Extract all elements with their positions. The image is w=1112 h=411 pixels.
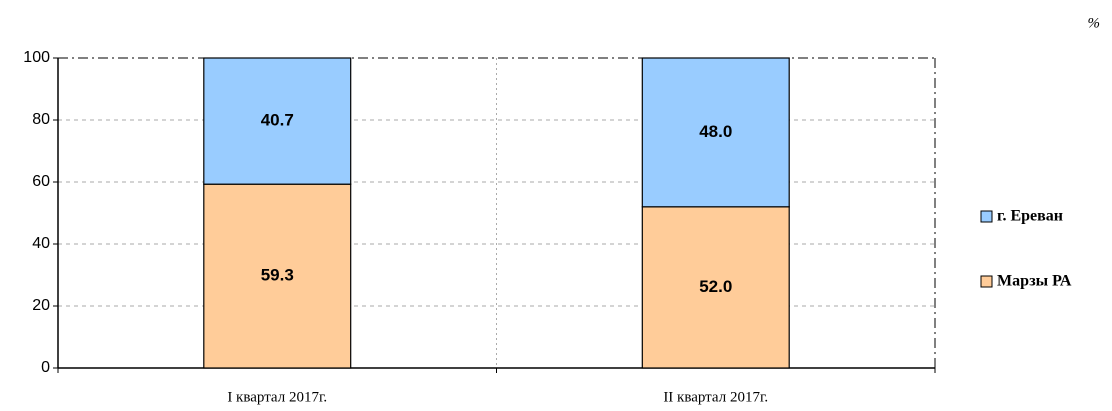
legend-swatch [980, 210, 993, 223]
unit-label: % [1088, 15, 1101, 31]
data-label: 52.0 [699, 277, 732, 296]
x-tick-label: II квартал 2017г. [663, 389, 768, 405]
data-label: 59.3 [261, 266, 294, 285]
y-tick-label: 20 [32, 297, 50, 314]
bar-segment [203, 183, 352, 369]
y-tick-label: 100 [23, 49, 50, 66]
y-tick-label: 60 [32, 173, 50, 190]
x-tick-label: I квартал 2017г. [227, 389, 327, 405]
data-label: 40.7 [261, 111, 294, 130]
legend-label: г. Ереван [997, 208, 1063, 225]
bar-segment [641, 57, 790, 208]
data-label: 48.0 [699, 122, 732, 141]
bar-segment [203, 57, 352, 185]
y-tick-label: 80 [32, 111, 50, 128]
legend-label: Марзы РА [997, 273, 1072, 290]
y-tick-label: 0 [41, 359, 50, 376]
y-tick-label: 40 [32, 235, 50, 252]
legend-swatch [980, 275, 993, 288]
bar-segment [641, 206, 790, 369]
